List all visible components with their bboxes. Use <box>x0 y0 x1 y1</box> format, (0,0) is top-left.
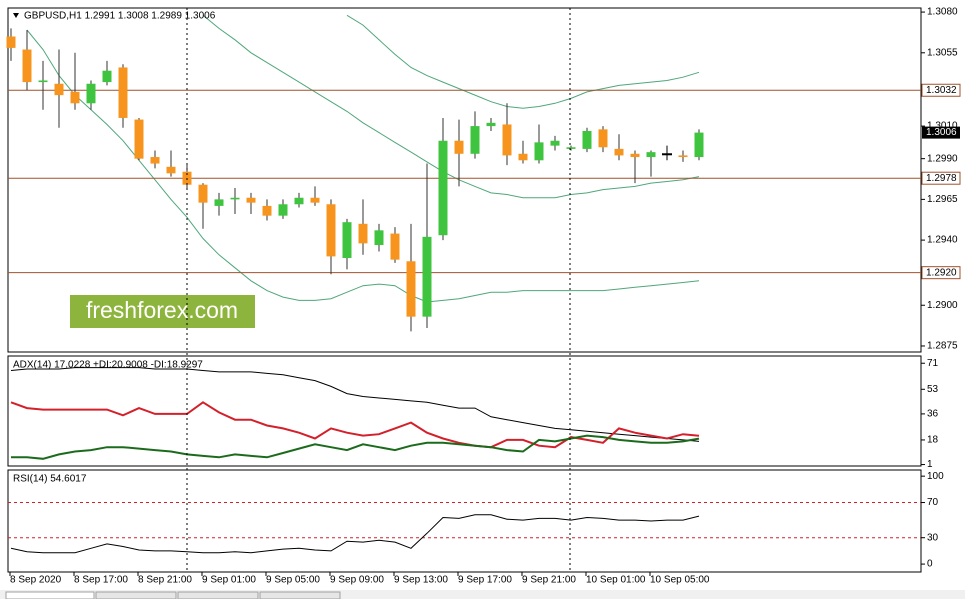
y-tick-label: 0 <box>927 559 933 570</box>
candle-body <box>390 233 400 260</box>
tab[interactable] <box>95 591 177 599</box>
candle-body <box>470 126 480 154</box>
bollinger-band <box>346 14 700 109</box>
y-tick-label: 36 <box>927 409 939 420</box>
candle-body <box>150 157 160 164</box>
y-tick-label: 1.2940 <box>927 235 958 246</box>
candle-body <box>598 129 608 148</box>
candle-body <box>454 140 464 154</box>
candle-body <box>310 197 320 203</box>
indicator-title: RSI(14) 54.6017 <box>13 474 87 485</box>
candle-body <box>582 130 592 149</box>
tab[interactable] <box>177 591 259 599</box>
level-label: 1.2920 <box>926 267 957 278</box>
candle-body <box>438 140 448 236</box>
indicator-line <box>10 514 700 554</box>
candle-body <box>646 152 656 158</box>
candle-body <box>406 261 416 317</box>
x-tick-label: 8 Sep 17:00 <box>74 575 128 586</box>
chart-title: GBPUSD,H1 1.2991 1.3008 1.2989 1.3006 <box>24 11 216 22</box>
last-price-box <box>922 126 960 139</box>
y-tick-label: 18 <box>927 435 939 446</box>
candle-body <box>630 153 640 158</box>
x-tick-label: 10 Sep 01:00 <box>586 575 646 586</box>
indicator-line <box>10 401 700 449</box>
candle-body <box>6 36 16 48</box>
x-tick-label: 9 Sep 17:00 <box>458 575 512 586</box>
level-label-box <box>921 266 961 280</box>
candle-body <box>198 184 208 203</box>
y-tick-label: 1.2990 <box>927 153 958 164</box>
candle-body <box>422 236 432 317</box>
indicator-line <box>11 434 700 460</box>
candle-body <box>38 80 48 83</box>
candle-body <box>134 119 144 159</box>
y-tick-label: 1.3055 <box>927 47 958 58</box>
candle-body <box>70 91 80 104</box>
candle-body <box>86 83 96 104</box>
y-tick-label: 1.3010 <box>927 121 958 132</box>
x-tick-label: 8 Sep 21:00 <box>138 575 192 586</box>
candle-body <box>358 223 368 244</box>
candle-body <box>230 197 240 200</box>
y-tick-label: 1.2900 <box>927 300 958 311</box>
candle-body <box>294 197 304 205</box>
candle-body <box>550 140 560 146</box>
candle-body <box>118 67 128 118</box>
candle-body <box>342 222 352 259</box>
y-tick-label: 71 <box>927 358 939 369</box>
y-tick-label: 70 <box>927 497 939 508</box>
candle-body <box>326 204 336 257</box>
y-tick-label: 100 <box>927 471 944 482</box>
bollinger-band <box>26 29 700 303</box>
y-tick-label: 30 <box>927 532 939 543</box>
level-label-box <box>921 171 961 185</box>
candle-body <box>278 204 288 216</box>
x-tick-label: 9 Sep 13:00 <box>394 575 448 586</box>
candle-body <box>678 155 688 158</box>
bollinger-band <box>202 14 700 199</box>
candle-body <box>614 148 624 156</box>
tab-strip <box>0 590 965 599</box>
watermark-box <box>70 295 255 328</box>
x-tick-label: 9 Sep 09:00 <box>330 575 384 586</box>
x-tick-label: 9 Sep 01:00 <box>202 575 256 586</box>
candle-body <box>486 122 496 127</box>
x-tick-label: 9 Sep 05:00 <box>266 575 320 586</box>
candle-body <box>22 49 32 83</box>
y-tick-label: 1.2875 <box>927 341 958 352</box>
tab[interactable] <box>5 591 95 599</box>
watermark: freshforex.com <box>86 297 238 323</box>
candle-body <box>102 70 112 83</box>
candle-body <box>662 153 672 156</box>
candle-body <box>54 83 64 96</box>
candle-body <box>534 142 544 161</box>
y-tick-label: 53 <box>927 384 939 395</box>
y-tick-label: 1.3080 <box>927 7 958 18</box>
candle-body <box>214 199 224 206</box>
last-price-label: 1.3006 <box>926 127 957 138</box>
level-label: 1.2978 <box>926 173 957 184</box>
level-label-box <box>921 83 961 97</box>
symbol-menu-arrow <box>13 13 19 18</box>
level-label: 1.3032 <box>926 85 957 96</box>
indicator-title: ADX(14) 17.0228 +DI:20.9008 -DI:18.9297 <box>13 360 203 371</box>
candle-body <box>566 147 576 149</box>
candle-body <box>694 132 704 158</box>
indicator-line <box>10 367 700 442</box>
x-tick-label: 10 Sep 05:00 <box>650 575 710 586</box>
y-tick-label: 1.2965 <box>927 194 958 205</box>
candle-body <box>502 124 512 156</box>
x-tick-label: 8 Sep 2020 <box>10 575 62 586</box>
candle-body <box>166 166 176 174</box>
candle-body <box>246 197 256 203</box>
x-tick-label: 9 Sep 21:00 <box>522 575 576 586</box>
tab[interactable] <box>259 591 341 599</box>
candle-body <box>262 205 272 216</box>
y-tick-label: 1 <box>927 459 933 470</box>
candle-body <box>518 153 528 161</box>
candle-body <box>374 230 384 245</box>
